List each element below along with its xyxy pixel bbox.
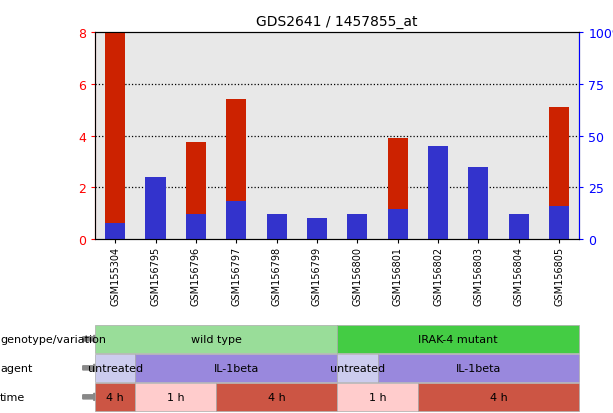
Text: agent: agent xyxy=(0,363,32,373)
Text: untreated: untreated xyxy=(330,363,385,373)
Bar xyxy=(428,224,448,240)
Bar xyxy=(267,215,287,240)
Bar xyxy=(186,215,206,240)
Text: 4 h: 4 h xyxy=(106,392,124,402)
Text: IL-1beta: IL-1beta xyxy=(213,363,259,373)
Bar xyxy=(509,215,529,240)
Text: 1 h: 1 h xyxy=(167,392,185,402)
Bar xyxy=(347,215,367,240)
Bar xyxy=(267,233,287,240)
Text: wild type: wild type xyxy=(191,334,242,344)
Bar xyxy=(468,167,489,240)
Text: IL-1beta: IL-1beta xyxy=(455,363,501,373)
Bar xyxy=(428,147,448,240)
Bar xyxy=(468,207,489,240)
Bar xyxy=(307,219,327,240)
Text: untreated: untreated xyxy=(88,363,143,373)
Text: IRAK-4 mutant: IRAK-4 mutant xyxy=(419,334,498,344)
Bar xyxy=(186,143,206,240)
Bar xyxy=(145,198,166,240)
Title: GDS2641 / 1457855_at: GDS2641 / 1457855_at xyxy=(256,15,418,29)
Text: 4 h: 4 h xyxy=(268,392,286,402)
Bar xyxy=(387,210,408,240)
Bar xyxy=(307,224,327,240)
Bar xyxy=(549,108,569,240)
Bar xyxy=(387,139,408,240)
Bar xyxy=(105,223,125,240)
Text: time: time xyxy=(0,392,25,402)
Bar xyxy=(549,206,569,240)
Bar xyxy=(509,230,529,240)
Bar xyxy=(226,202,246,240)
Bar xyxy=(145,178,166,240)
Text: 1 h: 1 h xyxy=(368,392,386,402)
Bar xyxy=(347,220,367,240)
Text: 4 h: 4 h xyxy=(490,392,508,402)
Text: genotype/variation: genotype/variation xyxy=(0,334,106,344)
Bar xyxy=(105,33,125,240)
Bar xyxy=(226,100,246,240)
